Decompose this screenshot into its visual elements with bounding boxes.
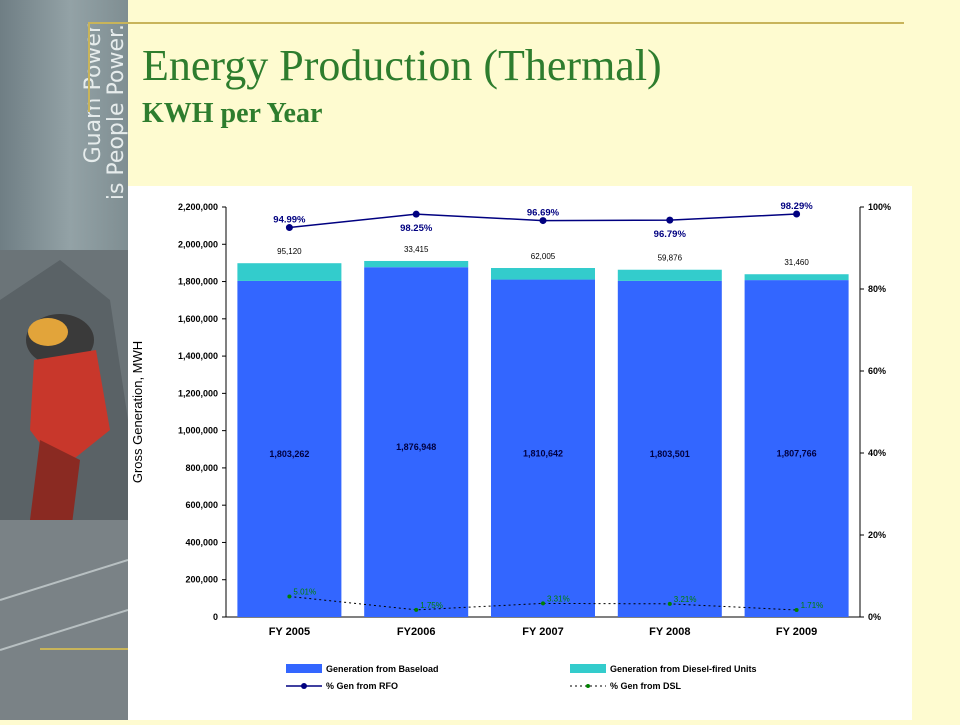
bar-diesel-label: 62,005 bbox=[531, 252, 556, 261]
x-tick-label: FY2006 bbox=[397, 626, 436, 638]
bar-diesel-label: 59,876 bbox=[658, 254, 683, 263]
y-tick-label: 600,000 bbox=[185, 500, 218, 510]
bar-baseload bbox=[617, 280, 722, 617]
bar-diesel-label: 33,415 bbox=[404, 245, 429, 254]
point-label-rfo: 98.25% bbox=[400, 223, 433, 234]
point-label-dsl: 3.21% bbox=[674, 595, 697, 604]
y-tick-label: 1,400,000 bbox=[178, 351, 218, 361]
legend-marker-rfo bbox=[301, 683, 307, 689]
y2-tick-label: 100% bbox=[868, 202, 891, 212]
point-label-rfo: 94.99% bbox=[273, 215, 306, 226]
sidebar-slogan-line2: is People Power. bbox=[104, 24, 128, 201]
x-tick-label: FY 2005 bbox=[269, 626, 310, 638]
point-label-dsl: 1.71% bbox=[801, 601, 824, 610]
bar-baseload-label: 1,803,501 bbox=[650, 449, 690, 459]
legend-label-diesel: Generation from Diesel-fired Units bbox=[610, 664, 757, 674]
y2-tick-label: 0% bbox=[868, 612, 881, 622]
y-tick-label: 2,000,000 bbox=[178, 239, 218, 249]
y-tick-label: 1,000,000 bbox=[178, 426, 218, 436]
bar-baseload bbox=[491, 279, 595, 617]
bar-diesel bbox=[237, 263, 342, 281]
bar-diesel bbox=[491, 268, 595, 280]
page-subtitle: KWH per Year bbox=[142, 98, 323, 129]
left-rule bbox=[88, 22, 90, 112]
legend-label-rfo: % Gen from RFO bbox=[326, 681, 398, 691]
sidebar-slogan-line1: Guam Power bbox=[81, 24, 106, 164]
y-tick-label: 800,000 bbox=[185, 463, 218, 473]
point-label-rfo: 96.79% bbox=[654, 229, 687, 240]
bar-baseload-label: 1,810,642 bbox=[523, 448, 563, 458]
series-line-dsl bbox=[289, 595, 797, 611]
point-dsl bbox=[287, 594, 292, 599]
page-title: Energy Production (Thermal) bbox=[142, 41, 662, 90]
legend-swatch-diesel bbox=[570, 664, 606, 673]
bar-baseload bbox=[744, 280, 849, 617]
point-rfo bbox=[793, 210, 801, 218]
y2-tick-label: 40% bbox=[868, 448, 886, 458]
point-dsl bbox=[541, 601, 545, 606]
energy-production-chart: 2,200,000 2,000,000 1,800,000 1,600,000 1,40… bbox=[130, 201, 891, 691]
point-dsl bbox=[667, 601, 672, 606]
point-rfo bbox=[412, 210, 420, 218]
point-label-dsl: 5.01% bbox=[293, 587, 316, 596]
y-axis-label: Gross Generation, MWH bbox=[130, 341, 145, 483]
y-tick-label: 1,800,000 bbox=[178, 277, 218, 287]
bar-diesel bbox=[744, 274, 849, 281]
y-tick-label: 2,200,000 bbox=[178, 202, 218, 212]
legend-label-dsl: % Gen from DSL bbox=[610, 681, 682, 691]
y-tick-label: 1,600,000 bbox=[178, 314, 218, 324]
point-label-dsl: 3.31% bbox=[547, 594, 570, 603]
y2-tick-label: 20% bbox=[868, 530, 886, 540]
point-rfo bbox=[539, 217, 547, 225]
y-tick-label: 200,000 bbox=[185, 575, 218, 585]
point-rfo bbox=[285, 224, 293, 232]
top-rule bbox=[88, 22, 904, 24]
point-label-rfo: 98.29% bbox=[780, 201, 813, 212]
x-tick-label: FY 2007 bbox=[522, 626, 563, 638]
bar-diesel-label: 31,460 bbox=[784, 258, 809, 267]
chart-area: 2,200,000 2,000,000 1,800,000 1,600,000 1,40… bbox=[128, 186, 912, 720]
y-tick-label: 400,000 bbox=[185, 537, 218, 547]
sidebar-photo-panel: Guam Power is People Power. bbox=[0, 0, 128, 720]
bar-diesel-label: 95,120 bbox=[277, 247, 302, 256]
bar-diesel bbox=[617, 269, 722, 281]
legend-label-baseload: Generation from Baseload bbox=[326, 664, 439, 674]
point-rfo bbox=[666, 216, 674, 224]
bar-baseload-label: 1,807,766 bbox=[777, 449, 817, 459]
y2-tick-label: 80% bbox=[868, 284, 886, 294]
point-label-dsl: 1.75% bbox=[420, 601, 443, 610]
x-tick-label: FY 2008 bbox=[649, 626, 690, 638]
bar-diesel bbox=[364, 260, 469, 268]
bar-baseload bbox=[237, 280, 342, 617]
bar-baseload-label: 1,876,948 bbox=[396, 442, 436, 452]
point-dsl bbox=[414, 607, 419, 612]
x-tick-label: FY 2009 bbox=[776, 626, 817, 638]
legend-marker-dsl bbox=[586, 684, 590, 688]
y2-tick-label: 60% bbox=[868, 366, 886, 376]
y-tick-label: 1,200,000 bbox=[178, 388, 218, 398]
lineworker-photo bbox=[0, 250, 128, 720]
bar-baseload-label: 1,803,262 bbox=[269, 449, 309, 459]
legend-swatch-baseload bbox=[286, 664, 322, 673]
point-dsl bbox=[794, 607, 799, 612]
point-label-rfo: 96.69% bbox=[527, 208, 560, 219]
y-tick-label: 0 bbox=[213, 612, 218, 622]
bar-baseload bbox=[364, 267, 469, 617]
